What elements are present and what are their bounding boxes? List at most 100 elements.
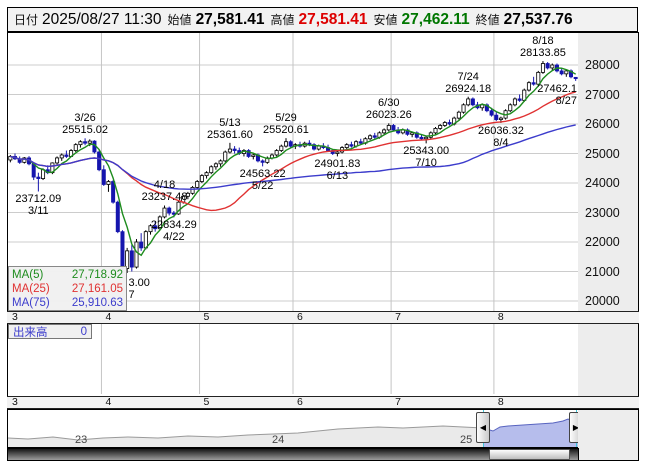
chart-annotation: 8/18 28133.85 (520, 35, 566, 60)
open-value: 27,581.41 (195, 10, 265, 28)
y-axis-label: 26000 (585, 117, 620, 131)
candle-body (190, 187, 195, 194)
month-label: 7 (395, 311, 401, 323)
navigator-right-handle[interactable]: ▶ (569, 412, 578, 443)
candle-body (372, 135, 377, 138)
chart-annotation: 23712.09 3/11 (15, 193, 62, 218)
navigator-area-gray (8, 426, 483, 447)
ma5-label: MA(5) (12, 269, 44, 281)
ma75-label: MA(75) (12, 297, 50, 309)
month-label: 8 (497, 311, 504, 323)
ma5-legend-row: MA(5) 27,718.92 (12, 268, 123, 282)
month-label: 8 (497, 396, 504, 408)
navigator-year-label: 24 (272, 434, 285, 446)
volume-axis (578, 324, 639, 396)
candle-body (115, 201, 120, 233)
candle-body (22, 157, 27, 163)
candle-body (517, 98, 522, 101)
candle-body (36, 176, 41, 179)
month-label: 3 (12, 311, 18, 323)
navigator-left-handle[interactable]: ◀ (476, 412, 490, 443)
volume-plot-area[interactable]: 出来高 0 (7, 324, 579, 396)
candle-body (213, 163, 218, 168)
candle-body (312, 144, 317, 150)
candle-body (461, 104, 466, 113)
ma5-value: 27,718.92 (71, 269, 123, 281)
navigator-area-selected (483, 419, 578, 447)
candle-body (274, 150, 279, 156)
navigator-year-label: 23 (75, 434, 88, 446)
month-label: 6 (297, 311, 303, 323)
chart-annotation: 22834.29 4/22 (150, 219, 197, 244)
candle-body (470, 98, 475, 106)
candle-body (227, 148, 232, 153)
candle-body (218, 160, 223, 165)
candle-body (125, 250, 130, 269)
close-label: 終値 (475, 13, 500, 27)
candle-body (433, 128, 438, 134)
candle-body (251, 154, 256, 157)
horizontal-scrollbar[interactable] (7, 448, 579, 461)
month-axis-upper: 3 4 5 6 7 8 (7, 311, 639, 324)
date-value: 2025/08/27 11:30 (42, 10, 162, 28)
candle-body (564, 70, 569, 75)
ma-legend-box: MA(5) 27,718.92 MA(25) 27,161.05 MA(75) … (8, 266, 127, 311)
candle-body (335, 151, 340, 154)
candle-body (489, 110, 494, 116)
chart-annotation: 6/30 26023.26 (365, 97, 412, 122)
range-navigator[interactable]: 23 24 25 ◀ ▶ (7, 409, 579, 448)
candle-body (106, 181, 111, 185)
candle-body (344, 144, 349, 149)
price-chart-plot-area[interactable]: 23712.09 3/11 3/26 25515.02 3.00 7 4/18 23237.4… (7, 32, 579, 312)
candle-body (139, 241, 144, 249)
candle-body (59, 154, 64, 159)
y-axis-label: 20000 (585, 294, 620, 308)
candle-body (447, 122, 452, 125)
scrollbar-thumb[interactable] (489, 449, 570, 460)
y-axis-label: 28000 (585, 58, 620, 72)
candle-body (64, 154, 69, 157)
candle-body (232, 148, 237, 151)
candle-body (498, 117, 503, 120)
candle-body (382, 129, 387, 134)
candlestick-chart (8, 33, 578, 311)
ma75-value: 25,910.63 (71, 297, 123, 309)
candle-body (466, 98, 471, 106)
candle-body (456, 111, 461, 119)
y-axis-label: 27000 (585, 87, 620, 102)
volume-label: 出来高 (13, 326, 48, 339)
ohlc-header: 日付 2025/08/27 11:30 始値 27,581.41 高値 27,5… (7, 7, 638, 32)
candle-body (101, 169, 106, 185)
month-label: 6 (297, 396, 303, 408)
candle-body (391, 125, 396, 131)
candle-body (424, 136, 429, 140)
candle-body (157, 216, 162, 230)
candle-body (540, 63, 545, 73)
candle-body (204, 172, 209, 177)
candle-body (386, 125, 391, 131)
ma75-legend-row: MA(75) 25,910.63 (12, 296, 123, 310)
chart-annotation: 4/18 23237.48 (141, 179, 188, 204)
navigator-right-spacer (578, 409, 639, 461)
ma75-line (10, 124, 576, 190)
month-axis-lower: 3 4 5 6 7 8 (7, 396, 639, 409)
candle-body (536, 71, 541, 85)
candle-body (176, 201, 181, 215)
date-label: 日付 (14, 13, 39, 27)
navigator-year-label: 25 (460, 434, 473, 446)
candle-body (508, 104, 513, 112)
month-label: 3 (12, 396, 18, 408)
month-label: 5 (203, 311, 210, 323)
candle-body (199, 175, 204, 182)
chart-annotation: 7/24 26924.18 (445, 70, 492, 95)
high-label: 高値 (270, 13, 295, 27)
ma25-legend-row: MA(25) 27,161.05 (12, 282, 123, 296)
candle-body (368, 135, 373, 140)
candle-body (55, 157, 60, 164)
candle-body (167, 207, 172, 214)
candle-body (279, 145, 284, 151)
price-axis: 28000 27000 26000 25000 24000 23000 22000 21000… (578, 32, 639, 312)
candle-body (162, 207, 167, 218)
candle-body (153, 225, 158, 230)
